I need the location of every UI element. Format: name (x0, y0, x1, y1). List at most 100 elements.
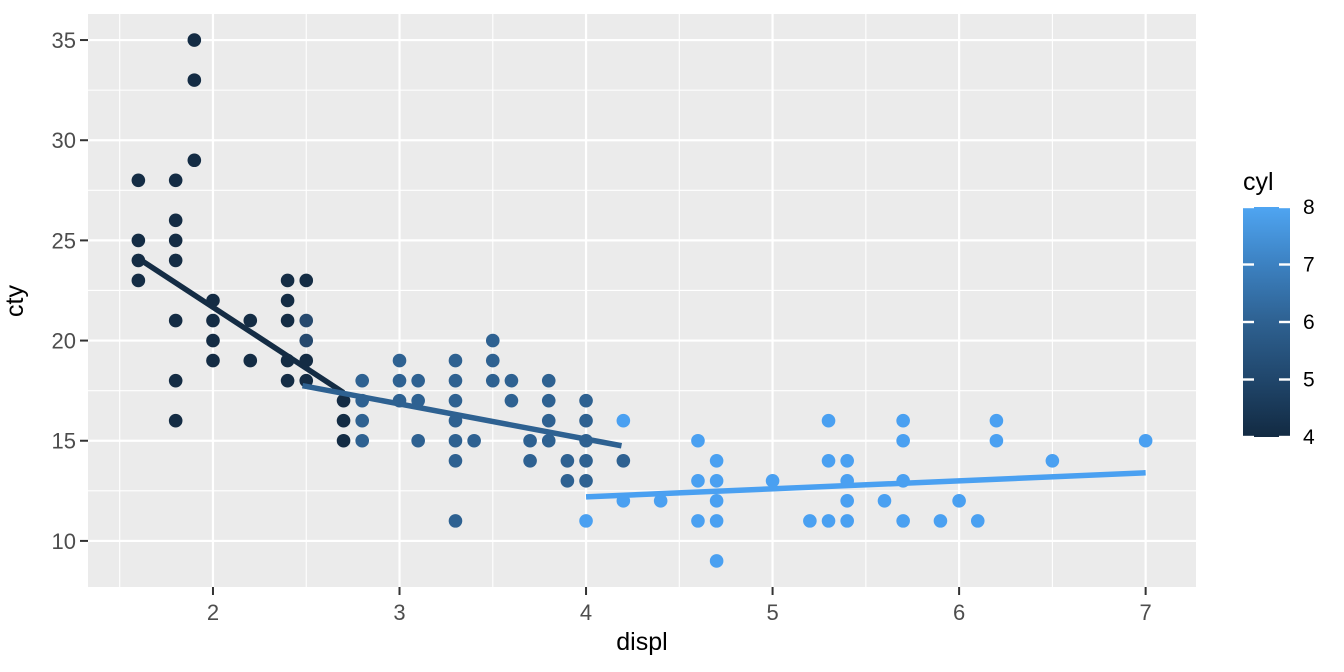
data-point (448, 514, 463, 528)
legend-tick-label: 5 (1303, 369, 1315, 392)
data-point (691, 433, 705, 448)
legend-tick-label: 8 (1303, 196, 1315, 219)
data-point (653, 494, 668, 508)
data-point (541, 373, 556, 388)
data-point (448, 453, 463, 468)
data-point (336, 393, 351, 408)
data-point (448, 353, 463, 368)
data-point (168, 213, 183, 228)
data-point (803, 514, 817, 528)
data-point (168, 253, 183, 268)
data-point (411, 373, 425, 388)
data-point (541, 393, 556, 408)
chart-generated-layer: 2 3 4 5 6 7 10 15 20 25 30 35 4 5 6 7 8 (52, 14, 1315, 625)
data-point (709, 453, 724, 468)
data-point (579, 453, 593, 468)
data-point (355, 413, 370, 428)
data-point (709, 494, 724, 508)
data-point (280, 273, 295, 288)
data-point (299, 273, 314, 288)
data-point (243, 313, 258, 328)
data-point (933, 514, 948, 528)
legend-tick-label: 4 (1303, 426, 1315, 449)
y-axis-title: cty (1, 285, 29, 317)
legend-title: cyl (1243, 168, 1274, 196)
data-point (131, 233, 146, 248)
y-axis-tick-label: 25 (52, 228, 76, 253)
data-point (579, 474, 593, 488)
x-axis-title: displ (616, 628, 667, 656)
data-point (616, 453, 631, 468)
data-point (821, 514, 836, 528)
data-point (616, 413, 631, 428)
data-point (392, 353, 407, 368)
data-point (280, 373, 295, 388)
data-point (299, 313, 314, 328)
data-point (168, 313, 183, 328)
panel-background (88, 14, 1196, 587)
data-point (1138, 433, 1153, 448)
data-point (952, 494, 966, 508)
data-point (280, 293, 295, 308)
data-point (336, 413, 351, 428)
data-point (187, 153, 202, 168)
smooth-line (136, 256, 346, 395)
data-point (448, 433, 463, 448)
data-point (840, 494, 854, 508)
data-point (187, 73, 202, 87)
x-axis-tick-label: 7 (1140, 600, 1152, 625)
x-axis-tick-label: 6 (953, 600, 965, 625)
y-axis-tick-label: 35 (52, 28, 76, 53)
data-point (411, 433, 425, 448)
data-point (709, 514, 724, 528)
data-point (896, 413, 910, 428)
data-point (168, 413, 183, 428)
data-point (523, 433, 537, 448)
data-point (243, 353, 258, 368)
data-point (336, 433, 351, 448)
legend-tick-label: 6 (1303, 311, 1315, 334)
data-point (821, 453, 836, 468)
data-point (206, 313, 220, 328)
data-point (168, 373, 183, 388)
data-point (131, 173, 146, 188)
data-point (485, 333, 500, 348)
x-axis-tick-label: 4 (580, 600, 592, 625)
data-point (579, 393, 593, 408)
y-axis-tick-label: 15 (52, 429, 76, 454)
y-axis-tick-label: 10 (52, 529, 76, 554)
data-point (504, 393, 519, 408)
data-point (206, 333, 220, 348)
data-point (840, 453, 854, 468)
data-point (877, 494, 892, 508)
data-point (299, 333, 314, 348)
data-point (187, 33, 202, 47)
data-point (485, 353, 500, 368)
data-point (709, 474, 724, 488)
legend-tick-label: 7 (1303, 254, 1315, 277)
data-point (970, 514, 985, 528)
data-point (989, 433, 1004, 448)
data-point (485, 373, 500, 388)
data-point (896, 514, 910, 528)
data-point (709, 554, 724, 568)
data-point (989, 413, 1004, 428)
data-point (168, 233, 183, 248)
data-point (541, 413, 556, 428)
data-point (355, 373, 370, 388)
x-axis-tick-label: 3 (393, 600, 405, 625)
data-point (504, 373, 519, 388)
data-point (448, 373, 463, 388)
data-point (821, 413, 836, 428)
smooth-line (302, 382, 622, 449)
y-axis-tick-label: 30 (52, 128, 76, 153)
data-point (467, 433, 481, 448)
data-point (691, 474, 705, 488)
data-point (131, 273, 146, 288)
smooth-line (585, 470, 1146, 500)
x-axis-tick-label: 5 (766, 600, 778, 625)
data-point (1045, 453, 1060, 468)
data-point (523, 453, 537, 468)
